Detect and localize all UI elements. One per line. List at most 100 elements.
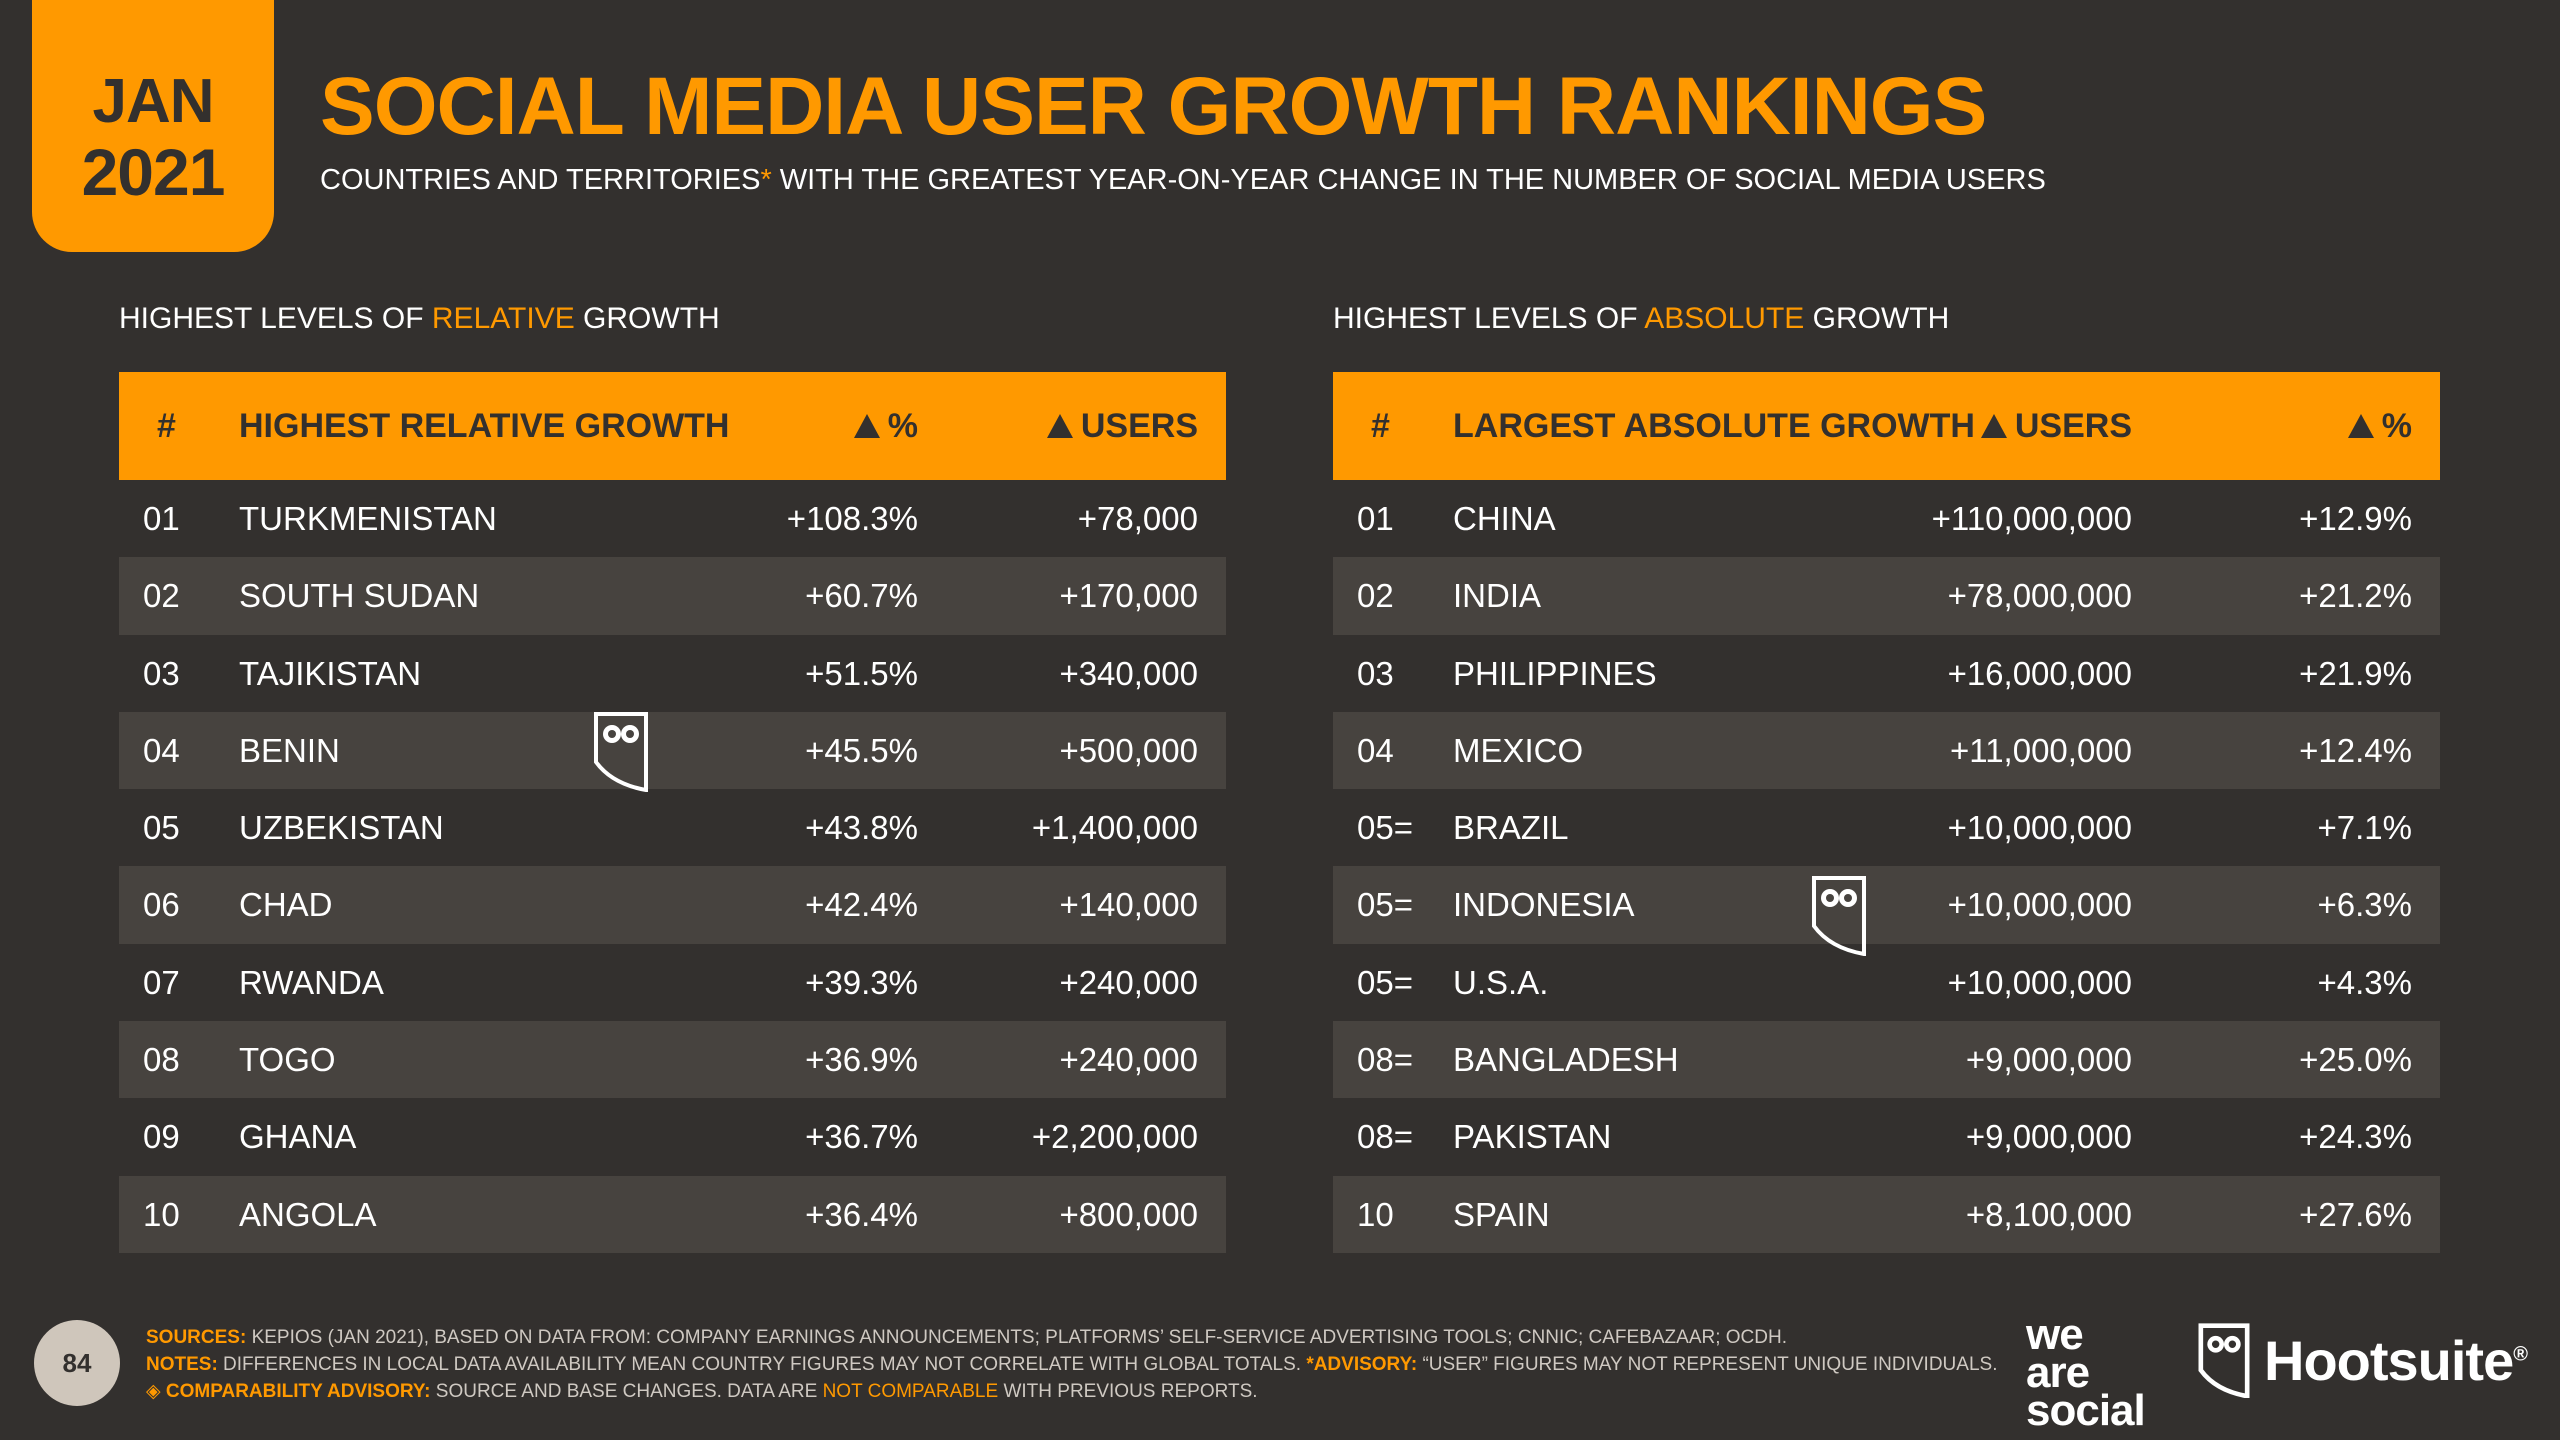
triangle-up-icon	[853, 414, 880, 438]
relative-growth-table: # HIGHEST RELATIVE GROWTH % USERS 01 TURK…	[119, 372, 1226, 1253]
absolute-growth-table: # LARGEST ABSOLUTE GROWTH USERS % 01 CHIN…	[1333, 372, 2440, 1253]
users-cell: +800,000	[1059, 1195, 1198, 1233]
users-cell: +1,400,000	[1031, 809, 1198, 847]
country-cell: PHILIPPINES	[1453, 654, 1657, 692]
rank-cell: 10	[143, 1195, 180, 1233]
users-cell: +2,200,000	[1031, 1118, 1198, 1156]
diamond-icon: ◈	[146, 1381, 166, 1402]
users-cell: +9,000,000	[1965, 1118, 2132, 1156]
table-row: 08= PAKISTAN +9,000,000 +24.3%	[1333, 1098, 2440, 1175]
table-row: 05= U.S.A. +10,000,000 +4.3%	[1333, 944, 2440, 1021]
users-cell: +78,000	[1077, 500, 1198, 537]
country-cell: BRAZIL	[1453, 809, 1569, 847]
country-cell: INDIA	[1453, 577, 1542, 615]
pct-cell: +36.4%	[805, 1195, 918, 1233]
table-row: 08= BANGLADESH +9,000,000 +25.0%	[1333, 1021, 2440, 1099]
header-users: USERS	[1980, 372, 2132, 480]
users-cell: +78,000,000	[1947, 577, 2132, 615]
we-are-social-logo: we are social	[2026, 1310, 2146, 1435]
table-row: 07 RWANDA +39.3% +240,000	[119, 944, 1226, 1021]
table-row: 04 BENIN +45.5% +500,000	[119, 711, 1226, 790]
table-header: # HIGHEST RELATIVE GROWTH % USERS	[119, 372, 1226, 480]
rank-cell: 08=	[1357, 1041, 1413, 1079]
users-cell: +10,000,000	[1947, 809, 2132, 847]
users-cell: +340,000	[1059, 654, 1198, 692]
table-row: 02 INDIA +78,000,000 +21.2%	[1333, 557, 2440, 635]
table-body: 01 TURKMENISTAN +108.3% +78,000 02 SOUTH SUDA…	[119, 480, 1226, 1253]
country-cell: CHINA	[1453, 500, 1556, 537]
country-cell: TAJIKISTAN	[239, 654, 422, 692]
owl-logo-icon	[2198, 1323, 2250, 1399]
pct-cell: +108.3%	[786, 500, 918, 537]
subtitle-asterisk: *	[760, 164, 772, 196]
header-users: USERS	[1046, 372, 1198, 480]
owl-watermark-icon	[1812, 876, 1866, 956]
pct-cell: +4.3%	[2317, 963, 2413, 1001]
country-cell: PAKISTAN	[1453, 1118, 1612, 1156]
table-row: 01 TURKMENISTAN +108.3% +78,000	[119, 480, 1226, 557]
users-cell: +16,000,000	[1947, 654, 2132, 692]
users-cell: +11,000,000	[1950, 731, 2132, 769]
date-badge: JAN 2021	[32, 0, 274, 252]
table-row: 05 UZBEKISTAN +43.8% +1,400,000	[119, 789, 1226, 866]
table-header: # LARGEST ABSOLUTE GROWTH USERS %	[1333, 372, 2440, 480]
country-cell: RWANDA	[239, 963, 384, 1001]
rank-cell: 03	[1357, 654, 1394, 692]
pct-cell: +42.4%	[805, 886, 918, 924]
country-cell: SOUTH SUDAN	[239, 577, 480, 615]
header-rank: #	[157, 407, 176, 445]
users-cell: +10,000,000	[1947, 886, 2132, 924]
table-row: 04 MEXICO +11,000,000 +12.4%	[1333, 711, 2440, 790]
rank-cell: 10	[1357, 1195, 1394, 1233]
pct-cell: +12.4%	[2299, 731, 2412, 769]
rank-cell: 05=	[1357, 886, 1413, 924]
triangle-up-icon	[2347, 414, 2374, 438]
rank-cell: 05	[143, 809, 180, 847]
users-cell: +240,000	[1059, 1041, 1198, 1079]
table-body: 01 CHINA +110,000,000 +12.9% 02 INDIA +78,000,…	[1333, 480, 2440, 1253]
users-cell: +240,000	[1059, 963, 1198, 1001]
users-cell: +500,000	[1059, 731, 1198, 769]
pct-cell: +12.9%	[2299, 500, 2412, 537]
rank-cell: 02	[143, 577, 180, 615]
rank-cell: 01	[1357, 500, 1394, 537]
pct-cell: +43.8%	[805, 809, 918, 847]
relative-section-label: HIGHEST LEVELS OF RELATIVE GROWTH	[119, 302, 720, 335]
table-row: 05= INDONESIA +10,000,000 +6.3%	[1333, 866, 2440, 944]
users-cell: +110,000,000	[1931, 500, 2132, 537]
table-row: 03 PHILIPPINES +16,000,000 +21.9%	[1333, 635, 2440, 712]
pct-cell: +7.1%	[2317, 809, 2413, 847]
rank-cell: 06	[143, 886, 180, 924]
rank-cell: 08	[143, 1041, 180, 1079]
absolute-section-label: HIGHEST LEVELS OF ABSOLUTE GROWTH	[1333, 302, 1950, 335]
country-cell: UZBEKISTAN	[239, 809, 444, 847]
page-subtitle: COUNTRIES AND TERRITORIES* WITH THE GREA…	[320, 164, 2046, 197]
country-cell: TOGO	[239, 1041, 336, 1079]
footer-notes: SOURCES: KEPIOS (JAN 2021), BASED ON DAT…	[146, 1327, 1998, 1402]
country-cell: GHANA	[239, 1118, 357, 1156]
page-number: 84	[34, 1320, 120, 1406]
rank-cell: 02	[1357, 577, 1394, 615]
badge-month: JAN	[92, 67, 214, 136]
header-pct: %	[2347, 372, 2412, 480]
pct-cell: +21.9%	[2299, 654, 2412, 692]
rank-cell: 03	[143, 654, 180, 692]
badge-year: 2021	[81, 135, 226, 209]
pct-cell: +60.7%	[805, 577, 918, 615]
users-cell: +8,100,000	[1965, 1195, 2132, 1233]
country-cell: TURKMENISTAN	[239, 500, 497, 537]
triangle-up-icon	[1980, 414, 2007, 438]
country-cell: U.S.A.	[1453, 963, 1549, 1001]
pct-cell: +21.2%	[2299, 577, 2412, 615]
users-cell: +140,000	[1059, 886, 1198, 924]
page-title: SOCIAL MEDIA USER GROWTH RANKINGS	[320, 61, 1987, 152]
country-cell: INDONESIA	[1453, 886, 1635, 924]
pct-cell: +45.5%	[805, 731, 918, 769]
table-row: 10 SPAIN +8,100,000 +27.6%	[1333, 1175, 2440, 1253]
table-row: 03 TAJIKISTAN +51.5% +340,000	[119, 635, 1226, 712]
owl-watermark-icon	[594, 712, 648, 792]
header-pct: %	[853, 372, 918, 480]
pct-cell: +36.9%	[805, 1041, 918, 1079]
pct-cell: +36.7%	[805, 1118, 918, 1156]
table-row: 01 CHINA +110,000,000 +12.9%	[1333, 480, 2440, 557]
